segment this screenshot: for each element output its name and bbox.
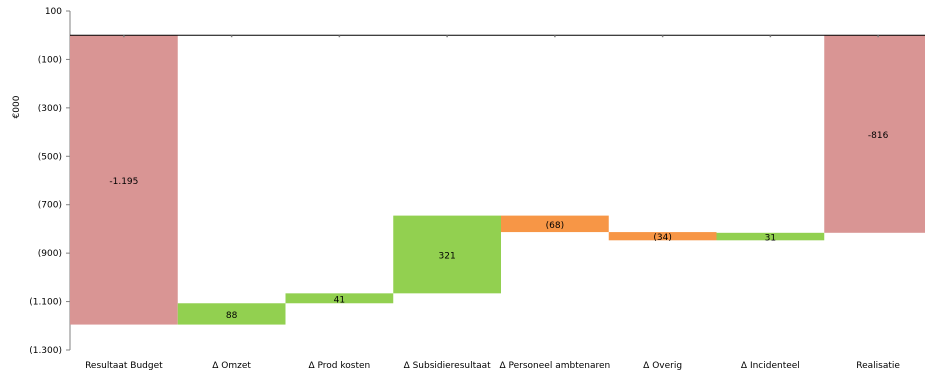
bar-value-label: 321 (439, 251, 456, 261)
bar-total (824, 35, 925, 233)
bar-value-label: 31 (765, 234, 776, 244)
x-category-label: Realisatie (856, 361, 900, 371)
y-tick-label: 100 (45, 7, 62, 17)
bar-increase (393, 215, 501, 294)
bar-value-label: (34) (653, 233, 671, 243)
x-category-label: Resultaat Budget (85, 361, 163, 371)
x-category-label: Δ Overig (643, 361, 682, 371)
x-category-label: Δ Personeel ambtenaren (500, 361, 611, 371)
y-axis-label: €000 (12, 95, 22, 118)
bar-total (70, 35, 178, 325)
bar-decrease (608, 232, 717, 241)
bar-value-label: (68) (546, 221, 564, 231)
x-category-label: Δ Subsidieresultaat (404, 361, 492, 371)
y-tick-label: (900) (38, 249, 62, 259)
y-axis: 100 (100) (300) (500) (700) (900) (1.100) (1.30… (29, 7, 71, 356)
bar-value-label: 41 (334, 295, 345, 305)
bars-group: -1.195 88 41 321 (68) (34) 31 -816 (70, 35, 925, 325)
bar-increase (716, 232, 825, 241)
x-category-label: Δ Omzet (212, 361, 251, 371)
bar-decrease (501, 215, 609, 233)
x-axis-labels: Resultaat Budget Δ Omzet Δ Prod kosten Δ Su… (85, 361, 900, 371)
zero-line-group (70, 34, 925, 38)
bar-increase (285, 293, 394, 304)
bar-value-label: -816 (868, 131, 889, 141)
x-category-label: Δ Prod kosten (309, 361, 371, 371)
x-category-label: Δ Incidenteel (741, 361, 800, 371)
y-tick-label: (1.100) (29, 298, 62, 308)
bar-increase (177, 303, 286, 325)
y-tick-label: (300) (38, 104, 62, 114)
bar-value-label: -1.195 (109, 177, 138, 187)
y-tick-label: (500) (38, 152, 62, 162)
y-tick-label: (700) (38, 201, 62, 211)
bar-value-label: 88 (226, 311, 238, 321)
y-tick-label: (100) (38, 55, 62, 65)
y-tick-label: (1.300) (29, 346, 62, 356)
